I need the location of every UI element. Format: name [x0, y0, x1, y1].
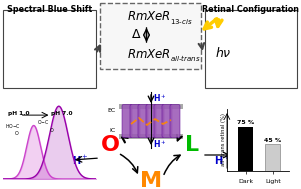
Text: IC: IC — [110, 128, 116, 132]
FancyBboxPatch shape — [130, 105, 140, 138]
Text: L: L — [185, 135, 199, 155]
Text: H$^+$: H$^+$ — [153, 92, 166, 104]
FancyBboxPatch shape — [170, 105, 180, 138]
Bar — [3, 10, 96, 88]
Text: $h\nu$: $h\nu$ — [215, 46, 231, 60]
Bar — [119, 104, 183, 109]
Text: O: O — [101, 135, 119, 155]
FancyBboxPatch shape — [100, 3, 201, 69]
Bar — [205, 10, 297, 88]
Text: H$^+$: H$^+$ — [153, 138, 166, 150]
Text: $\mathit{RmXeR}$: $\mathit{RmXeR}$ — [126, 47, 170, 60]
Text: M: M — [140, 171, 162, 189]
FancyBboxPatch shape — [154, 105, 164, 138]
Text: $\mathit{13\text{-}cis}$: $\mathit{13\text{-}cis}$ — [170, 16, 193, 26]
Text: $\mathit{all\text{-}trans}$: $\mathit{all\text{-}trans}$ — [170, 53, 201, 63]
Text: H$^+$: H$^+$ — [72, 153, 88, 167]
Text: Spectral Blue Shift: Spectral Blue Shift — [8, 5, 93, 14]
Text: Retinal Configuration: Retinal Configuration — [201, 5, 299, 14]
Bar — [119, 134, 183, 139]
Text: EC: EC — [108, 108, 116, 112]
Text: $\mathit{RmXeR}$: $\mathit{RmXeR}$ — [126, 11, 170, 23]
FancyBboxPatch shape — [122, 105, 132, 138]
Text: H$^+$: H$^+$ — [214, 153, 230, 167]
FancyBboxPatch shape — [162, 105, 172, 138]
Text: Δ: Δ — [132, 29, 141, 42]
FancyBboxPatch shape — [146, 105, 156, 138]
FancyBboxPatch shape — [138, 105, 148, 138]
